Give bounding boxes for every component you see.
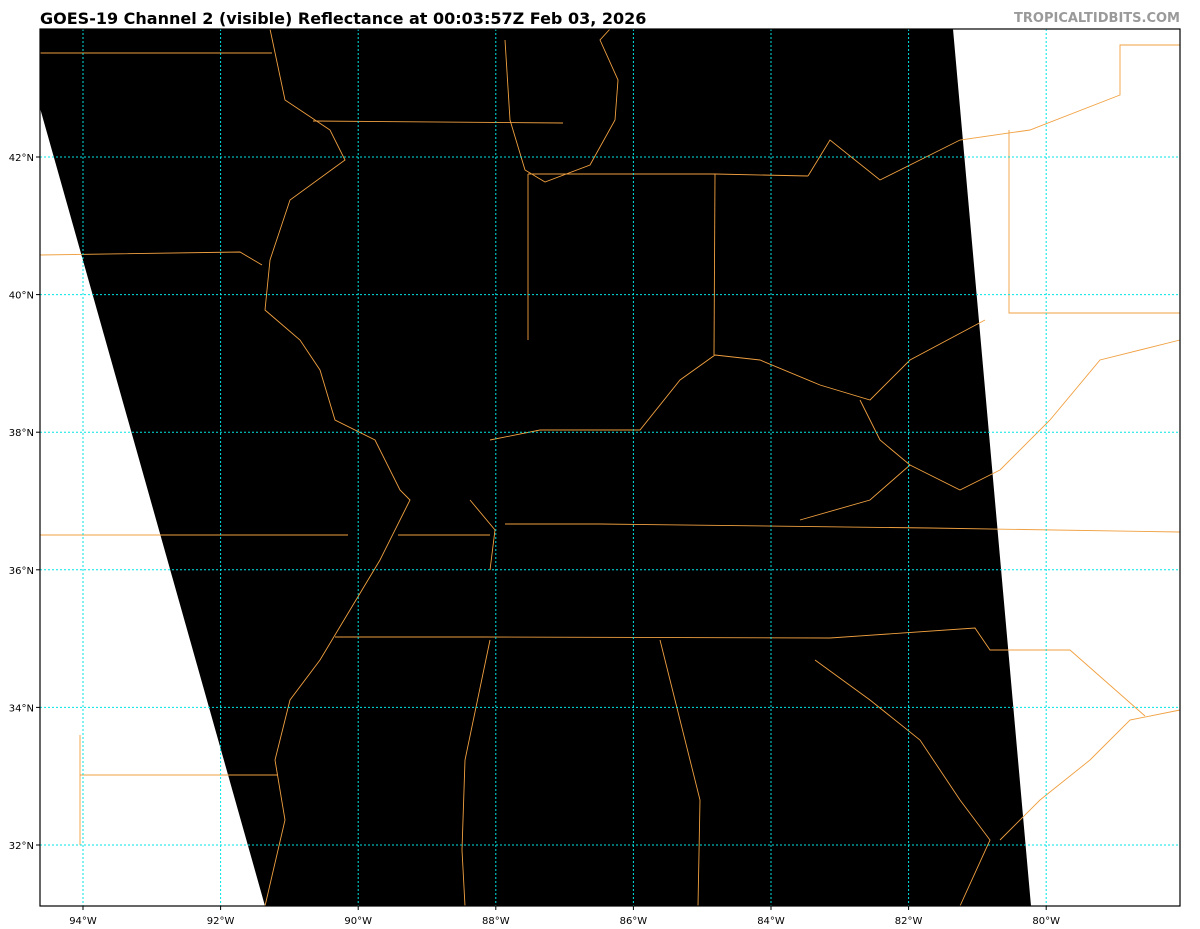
- border-line: [659, 639, 701, 907]
- border-line: [799, 399, 911, 521]
- graticule-layer: [40, 29, 1180, 906]
- border-line: [909, 464, 1001, 491]
- border-line: [814, 659, 991, 907]
- lon-tick-label: 86°W: [620, 916, 648, 927]
- border-line: [489, 319, 986, 441]
- border-line: [807, 44, 1180, 181]
- lon-tick-label: 80°W: [1032, 916, 1060, 927]
- map-frame: [39, 28, 1181, 907]
- border-line: [335, 627, 1146, 717]
- credit-watermark: TROPICALTIDBITS.COM: [1014, 11, 1180, 26]
- lon-tick-label: 88°W: [482, 916, 510, 927]
- lon-tick-label: 82°W: [895, 916, 923, 927]
- lat-tick-label: 40°N: [9, 291, 34, 302]
- state-borders-layer: [39, 28, 1181, 907]
- lat-tick-label: 38°N: [9, 428, 34, 439]
- lat-tick-label: 36°N: [9, 566, 34, 577]
- lat-tick-label: 34°N: [9, 703, 34, 714]
- lon-tick-label: 90°W: [344, 916, 372, 927]
- border-line: [1008, 130, 1180, 314]
- lon-tick-label: 94°W: [69, 916, 97, 927]
- imagery-layer: [40, 29, 1031, 906]
- border-line: [999, 339, 1181, 471]
- border-line: [312, 120, 564, 124]
- border-line: [39, 251, 263, 266]
- border-line: [469, 499, 496, 571]
- border-line: [999, 709, 1181, 841]
- lat-tick-label: 32°N: [9, 841, 34, 852]
- border-line: [461, 639, 491, 907]
- border-line: [264, 28, 411, 907]
- axis-ticks: 94°W 92°W 90°W 88°W 86°W 84°W 82°W 80°W 42°N 40°N…: [9, 153, 1060, 927]
- lat-tick-label: 42°N: [9, 153, 34, 164]
- border-line: [504, 28, 619, 183]
- border-line: [713, 173, 716, 356]
- border-line: [505, 523, 1181, 533]
- map-title: GOES-19 Channel 2 (visible) Reflectance …: [40, 9, 647, 28]
- imagery-swath: [40, 29, 1031, 906]
- lon-tick-label: 92°W: [207, 916, 235, 927]
- lon-tick-label: 84°W: [757, 916, 785, 927]
